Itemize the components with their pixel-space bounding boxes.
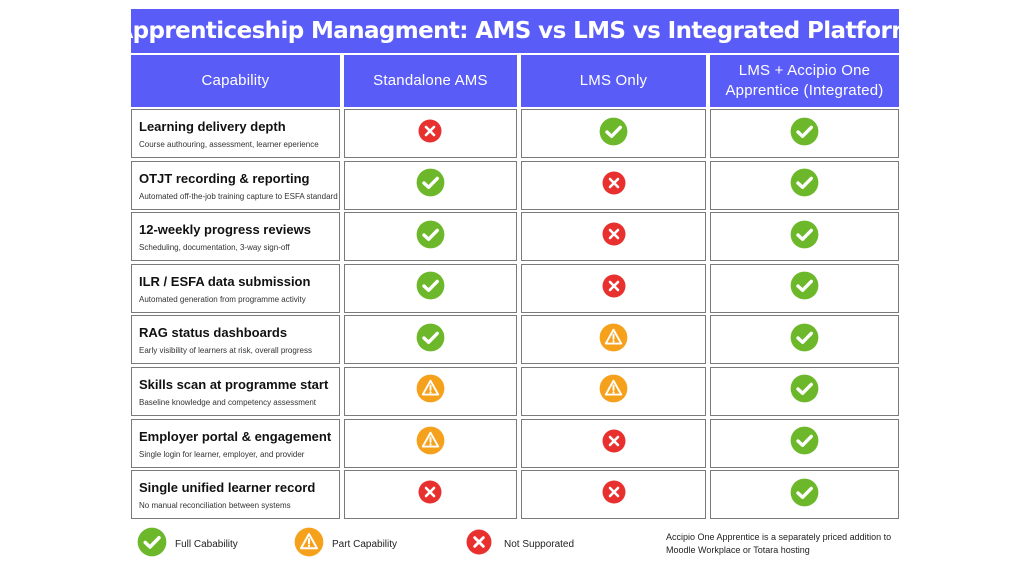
table-row: OTJT recording & reporting Automated off-… — [131, 160, 899, 210]
capability-description: Automated generation from programme acti… — [139, 294, 306, 304]
table-header-row: Capability Standalone AMS LMS Only LMS +… — [131, 55, 899, 107]
check-circle-icon — [790, 220, 819, 254]
status-cell-integrated — [710, 470, 899, 520]
x-circle-icon — [418, 119, 442, 148]
warning-triangle-icon — [416, 426, 445, 460]
header-integrated: LMS + Accipio One Apprentice (Integrated… — [709, 55, 899, 107]
status-cell-standalone-ams — [343, 109, 517, 158]
table-row: Employer portal & engagement Single login… — [131, 418, 899, 468]
status-cell-integrated — [710, 212, 899, 262]
table-row: Learning delivery depth Course authouring… — [131, 109, 899, 158]
capability-title: RAG status dashboards — [139, 325, 288, 341]
warning-triangle-icon — [599, 374, 628, 408]
check-circle-icon — [790, 168, 819, 202]
capability-title: Skills scan at programme start — [139, 376, 329, 392]
warning-triangle-icon — [416, 374, 445, 408]
status-cell-standalone-ams — [343, 212, 517, 262]
capability-cell: Single unified learner record No manual r… — [131, 470, 340, 520]
status-cell-standalone-ams — [343, 418, 517, 468]
header-standalone-ams: Standalone AMS — [343, 55, 517, 107]
check-circle-icon — [790, 426, 819, 460]
capability-description: Early visibility of learners at risk, ov… — [139, 346, 312, 356]
legend-full-label: Full Cabability — [175, 538, 238, 550]
status-cell-integrated — [710, 315, 899, 365]
comparison-table: Capability Standalone AMS LMS Only LMS +… — [131, 55, 899, 522]
check-circle-icon — [790, 478, 819, 512]
status-cell-lms-only — [521, 212, 707, 262]
capability-cell: OTJT recording & reporting Automated off-… — [131, 160, 340, 210]
capability-title: Single unified learner record — [139, 480, 316, 496]
table-row: Skills scan at programme start Baseline k… — [131, 366, 899, 416]
status-cell-integrated — [710, 418, 899, 468]
pricing-note: Accipio One Apprentice is a separately p… — [666, 532, 892, 555]
status-cell-lms-only — [521, 315, 707, 365]
x-circle-icon — [466, 529, 492, 560]
capability-description: Scheduling, documentation, 3-way sign-of… — [139, 243, 290, 253]
capability-description: No manual reconciliation between systems — [139, 501, 291, 511]
header-capability: Capability — [131, 55, 340, 107]
capability-cell: ILR / ESFA data submission Automated gene… — [131, 263, 340, 313]
status-cell-standalone-ams — [343, 315, 517, 365]
capability-cell: 12-weekly progress reviews Scheduling, do… — [131, 212, 340, 262]
x-circle-icon — [602, 274, 626, 303]
status-cell-integrated — [710, 263, 899, 313]
warning-triangle-icon — [294, 527, 324, 562]
status-cell-lms-only — [521, 366, 707, 416]
check-circle-icon — [599, 117, 628, 151]
page-title: Apprenticeship Managment: AMS vs LMS vs … — [115, 9, 915, 53]
header-lms-only: LMS Only — [520, 55, 706, 107]
status-cell-lms-only — [521, 263, 707, 313]
table-row: RAG status dashboards Early visibility of… — [131, 315, 899, 365]
warning-triangle-icon — [599, 323, 628, 357]
check-circle-icon — [790, 271, 819, 305]
capability-title: 12-weekly progress reviews — [139, 222, 311, 238]
capability-description: Single login for learner, employer, and … — [139, 449, 305, 459]
status-cell-integrated — [710, 160, 899, 210]
x-circle-icon — [602, 429, 626, 458]
check-circle-icon — [790, 117, 819, 151]
status-cell-standalone-ams — [343, 160, 517, 210]
legend-no: Not Supporated — [466, 528, 574, 560]
table-row: Single unified learner record No manual r… — [131, 470, 899, 520]
x-circle-icon — [602, 222, 626, 251]
table-row: 12-weekly progress reviews Scheduling, do… — [131, 212, 899, 262]
status-cell-lms-only — [521, 470, 707, 520]
capability-title: OTJT recording & reporting — [139, 170, 310, 186]
legend-full: Full Cabability — [137, 527, 238, 562]
check-circle-icon — [416, 220, 445, 254]
table-row: ILR / ESFA data submission Automated gene… — [131, 263, 899, 313]
status-cell-lms-only — [521, 418, 707, 468]
capability-cell: Employer portal & engagement Single login… — [131, 418, 340, 468]
capability-cell: Skills scan at programme start Baseline k… — [131, 366, 340, 416]
status-cell-integrated — [710, 109, 899, 158]
x-circle-icon — [602, 480, 626, 509]
status-cell-integrated — [710, 366, 899, 416]
x-circle-icon — [602, 171, 626, 200]
capability-cell: Learning delivery depth Course authouring… — [131, 109, 340, 158]
check-circle-icon — [416, 271, 445, 305]
capability-title: Employer portal & engagement — [139, 428, 332, 444]
status-cell-standalone-ams — [343, 263, 517, 313]
check-circle-icon — [416, 323, 445, 357]
capability-title: ILR / ESFA data submission — [139, 273, 311, 289]
check-circle-icon — [416, 168, 445, 202]
status-cell-standalone-ams — [343, 470, 517, 520]
capability-description: Course authouring, assessment, learner e… — [139, 140, 319, 149]
legend-part-label: Part Capability — [332, 538, 398, 550]
x-circle-icon — [418, 480, 442, 509]
capability-description: Baseline knowledge and competency assess… — [139, 397, 316, 407]
legend-part: Part Capability — [294, 527, 398, 562]
capability-description: Automated off-the-job training capture t… — [139, 191, 338, 201]
capability-cell: RAG status dashboards Early visibility of… — [131, 315, 340, 365]
status-cell-lms-only — [521, 109, 707, 158]
status-cell-standalone-ams — [343, 366, 517, 416]
capability-title: Learning delivery depth — [139, 119, 286, 134]
check-circle-icon — [790, 323, 819, 357]
check-circle-icon — [137, 527, 167, 562]
status-cell-lms-only — [521, 160, 707, 210]
check-circle-icon — [790, 374, 819, 408]
legend-no-label: Not Supporated — [504, 538, 575, 550]
